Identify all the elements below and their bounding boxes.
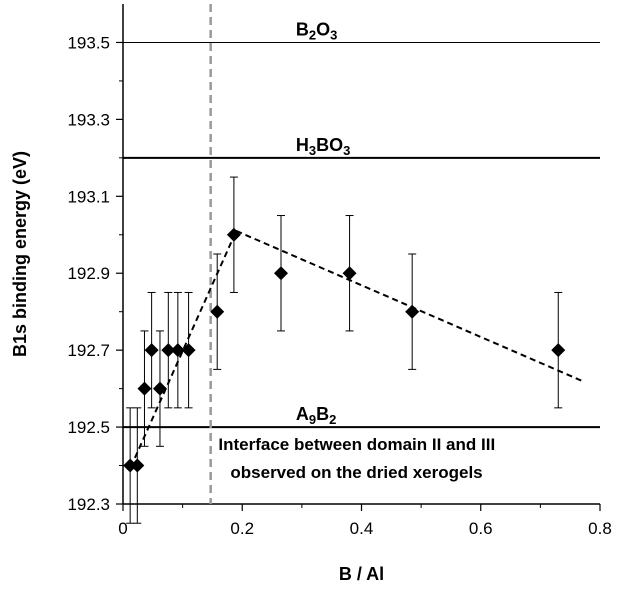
trend-line-2 — [235, 230, 583, 382]
reference-label-3: A9B2 — [296, 404, 336, 427]
interface-annotation: Interface between domain II and III obser… — [218, 435, 495, 482]
data-point-2 — [130, 458, 145, 473]
trend-line-1 — [134, 230, 238, 459]
reference-label-1: B2O3 — [296, 19, 337, 42]
x-tick-label: 0.8 — [588, 519, 612, 538]
data-point-9 — [210, 304, 225, 319]
x-tick-label: 0.2 — [230, 519, 254, 538]
data-point-3 — [137, 381, 152, 396]
data-point-14 — [551, 343, 566, 358]
y-tick-label: 192.7 — [67, 341, 110, 360]
y-tick-label: 192.3 — [67, 495, 110, 514]
reference-label-2: H3BO3 — [296, 135, 350, 158]
y-axis-title: B1s binding energy (eV) — [10, 151, 30, 357]
x-tick-label: 0.6 — [469, 519, 493, 538]
data-point-1 — [123, 458, 138, 473]
data-point-5 — [152, 381, 167, 396]
y-tick-label: 193.5 — [67, 33, 110, 52]
x-axis-title: B / Al — [339, 564, 384, 584]
y-tick-label: 193.3 — [67, 110, 110, 129]
data-point-13 — [405, 304, 420, 319]
data-point-8 — [181, 343, 196, 358]
data-point-6 — [161, 343, 176, 358]
y-tick-label: 192.5 — [67, 418, 110, 437]
data-point-10 — [226, 227, 241, 242]
data-point-4 — [144, 343, 159, 358]
plot-area: B2O3 H3BO3 A9B2 192.3 192.5 192.7 192.9 193.1 19… — [67, 4, 612, 538]
data-point-7 — [170, 343, 185, 358]
x-tick-label: 0.4 — [350, 519, 374, 538]
x-tick-label: 0 — [118, 519, 127, 538]
y-tick-label: 192.9 — [67, 264, 110, 283]
data-point-12 — [342, 266, 357, 281]
data-point-11 — [274, 266, 289, 281]
y-tick-label: 193.1 — [67, 187, 110, 206]
